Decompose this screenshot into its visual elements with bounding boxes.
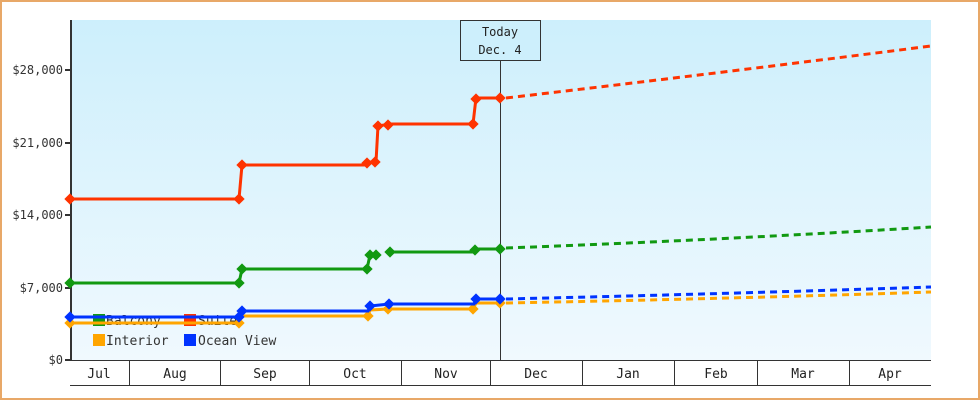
y-tick-label: $28,000 (12, 63, 63, 77)
legend-item-interior[interactable]: Interior (93, 334, 169, 349)
y-tick-label: $7,000 (20, 281, 63, 295)
month-label: Dec (524, 367, 547, 382)
today-label: Today (482, 25, 518, 39)
month-label: Apr (878, 367, 902, 382)
series-ocean-view (64, 293, 506, 323)
month-labels: Jul Aug Sep Oct Nov Dec Jan Feb Mar Apr (87, 367, 902, 382)
y-tick-label: $21,000 (12, 136, 63, 150)
legend-label: Ocean View (198, 334, 276, 349)
y-axis: $0 $7,000 $14,000 $21,000 $28,000 (12, 20, 72, 367)
month-label: Jul (87, 367, 110, 382)
month-label: Jan (616, 367, 639, 382)
today-date: Dec. 4 (478, 43, 521, 57)
month-label: Nov (434, 367, 458, 382)
month-label: Aug (163, 367, 186, 382)
legend-item-ocean-view[interactable]: Ocean View (184, 334, 276, 349)
month-label: Mar (791, 367, 815, 382)
y-tick-label: $0 (49, 353, 63, 367)
month-label: Feb (704, 367, 728, 382)
x-axis (70, 360, 931, 386)
month-label: Oct (343, 367, 366, 382)
month-label: Sep (253, 367, 277, 382)
today-marker: Today Dec. 4 (460, 20, 541, 360)
legend-label: Interior (106, 334, 169, 349)
y-tick-label: $14,000 (12, 208, 63, 222)
